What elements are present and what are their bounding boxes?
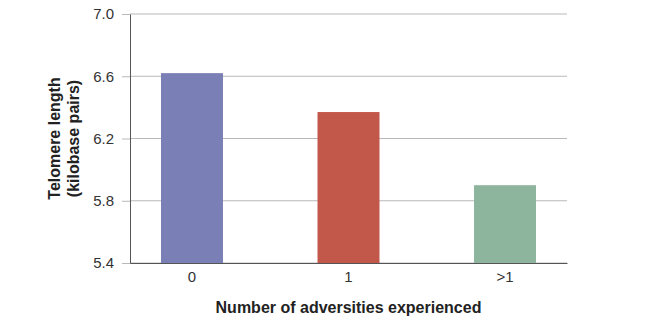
- tick-mark: [122, 14, 130, 15]
- grid: [130, 14, 567, 263]
- y-axis-title-line: (kilobase pairs): [65, 80, 82, 197]
- x-axis-title: Number of adversities experienced: [216, 299, 482, 316]
- tick: 6.6: [93, 68, 130, 85]
- y-axis: 5.4 5.8 6.2 6.6 7.0: [93, 5, 130, 271]
- tick-label: 6.2: [93, 130, 114, 147]
- tick-mark: [122, 263, 130, 264]
- bars: [161, 73, 536, 263]
- tick: 0: [188, 268, 196, 285]
- tick-mark: [122, 201, 130, 202]
- tick-label: 0: [188, 268, 196, 285]
- tick-label: 7.0: [93, 5, 114, 22]
- tick-mark: [122, 76, 130, 77]
- y-axis-title-line: Telomere length: [46, 77, 63, 199]
- bar: [474, 185, 536, 263]
- tick-mark: [122, 139, 130, 140]
- tick: 6.2: [93, 130, 130, 147]
- axis-line: [131, 263, 568, 264]
- x-axis: 0 1 >1: [131, 264, 568, 285]
- tick: 5.4: [93, 254, 130, 271]
- y-axis-title: Telomere length(kilobase pairs): [46, 77, 82, 199]
- tick-label: 5.4: [93, 254, 114, 271]
- tick: 5.8: [93, 192, 130, 209]
- axis-line: [130, 15, 131, 264]
- bar: [318, 112, 380, 263]
- bar: [161, 73, 223, 263]
- plot-area: 5.4 5.8 6.2 6.6 7.0 0 1 >1: [93, 5, 567, 284]
- tick-label: 1: [344, 268, 352, 285]
- tick-label: 5.8: [93, 192, 114, 209]
- tick-label: 6.6: [93, 68, 114, 85]
- tick-label: >1: [496, 268, 513, 285]
- tick: >1: [496, 268, 513, 285]
- tick: 1: [344, 268, 352, 285]
- chart: 5.4 5.8 6.2 6.6 7.0 0 1 >1 Number of adversities…: [0, 0, 649, 323]
- tick: 7.0: [93, 5, 130, 22]
- grid-line: [130, 14, 567, 15]
